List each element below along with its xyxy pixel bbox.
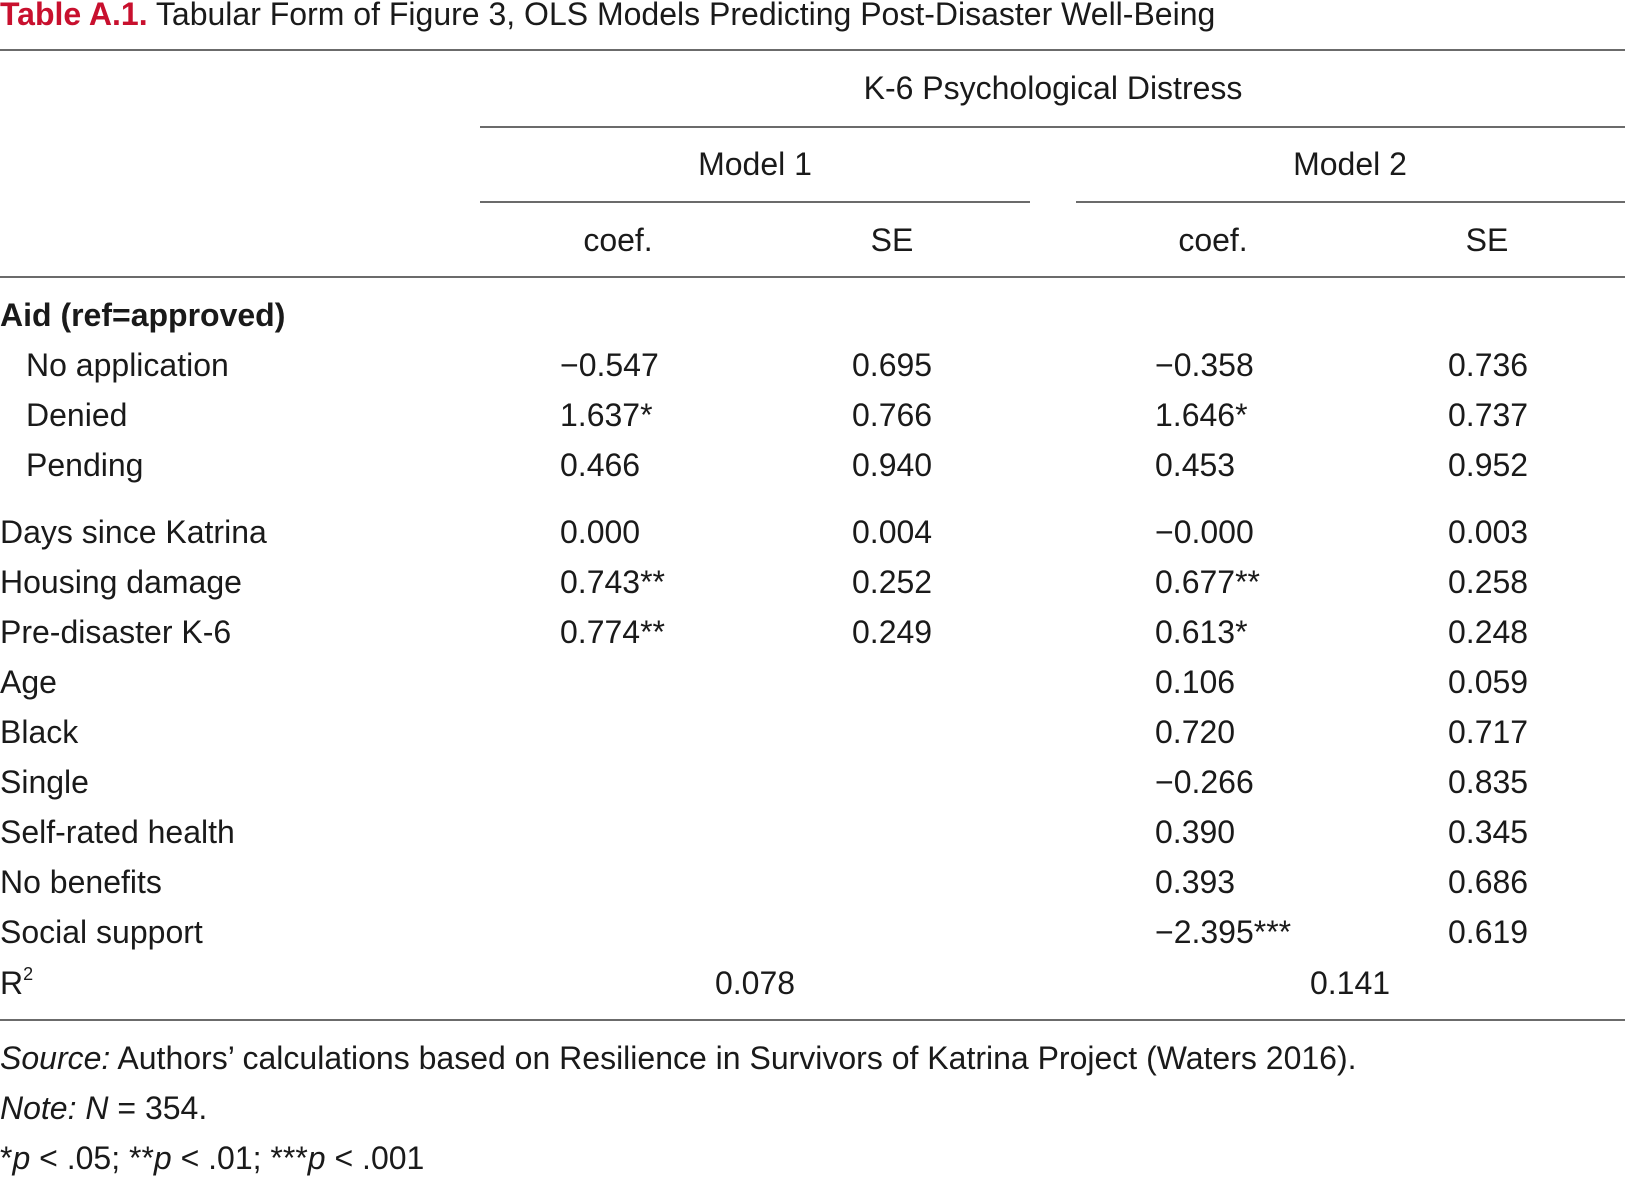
sig-text-1: < .05;	[30, 1140, 129, 1176]
model2-coef-cell: −0.000	[1155, 514, 1254, 550]
r2-model2: 0.141	[1309, 965, 1391, 1001]
sig-stars-2: **	[128, 1140, 154, 1176]
r2-model1: 0.078	[714, 965, 796, 1001]
model1-se-cell: 0.004	[852, 514, 933, 550]
r2-label: R2	[0, 963, 33, 1003]
model1-se-cell: 0.695	[852, 347, 933, 383]
model2-coef-cell: 0.453	[1155, 447, 1236, 483]
model1-se-cell: 0.766	[852, 397, 933, 433]
sig-stars-1: *	[0, 1140, 13, 1176]
table-title: Table A.1. Tabular Form of Figure 3, OLS…	[0, 0, 1215, 34]
model2-se-cell: 0.737	[1448, 397, 1529, 433]
model2-coef-cell: 0.393	[1155, 864, 1236, 900]
model2-coef-cell: 0.720	[1155, 714, 1236, 750]
note-label: Note:	[0, 1090, 77, 1126]
model2-coef-cell: 0.613*	[1155, 614, 1248, 650]
model2-coef-cell: −2.395***	[1155, 914, 1292, 950]
top-rule	[0, 49, 1625, 51]
significance-note: *p < .05; **p < .01; ***p < .001	[0, 1138, 424, 1178]
row-label: Social support	[0, 914, 203, 950]
model2-coef-cell: 0.390	[1155, 814, 1236, 850]
r2-superscript: 2	[23, 964, 34, 984]
model2-se-cell: 0.003	[1448, 514, 1529, 550]
row-label: Pre-disaster K-6	[0, 614, 232, 650]
row-label: Housing damage	[0, 564, 242, 600]
sig-text-2: < .01;	[171, 1140, 271, 1176]
row-label: No application	[26, 347, 229, 383]
row-label: Age	[0, 664, 57, 700]
model2-se-cell: 0.619	[1448, 914, 1529, 950]
note-n: N	[85, 1090, 109, 1126]
note-text: = 354.	[108, 1090, 208, 1126]
source-note: Source: Authors’ calculations based on R…	[0, 1038, 1357, 1078]
m2-coef-header: coef.	[1178, 222, 1248, 258]
model2-se-cell: 0.686	[1448, 864, 1529, 900]
table-bottom-rule	[0, 1019, 1625, 1021]
row-label: Days since Katrina	[0, 514, 267, 550]
row-label: Pending	[26, 447, 144, 483]
sig-p-3: p	[307, 1140, 326, 1176]
m1-coef-header: coef.	[583, 222, 653, 258]
model1-coef-cell: 0.000	[560, 514, 641, 550]
model2-se-cell: 0.059	[1448, 664, 1529, 700]
model1-coef-cell: 0.774**	[560, 614, 665, 650]
sig-p-2: p	[153, 1140, 172, 1176]
source-text: Authors’ calculations based on Resilienc…	[110, 1040, 1357, 1076]
header-bottom-rule	[0, 276, 1625, 278]
row-label: Denied	[26, 397, 128, 433]
sig-text-3: < .001	[325, 1140, 425, 1176]
model2-se-cell: 0.717	[1448, 714, 1529, 750]
model2-coef-cell: −0.358	[1155, 347, 1254, 383]
m1-se-header: SE	[870, 222, 914, 258]
row-label: Single	[0, 764, 89, 800]
row-label: No benefits	[0, 864, 162, 900]
model2-se-cell: 0.952	[1448, 447, 1529, 483]
row-label: Self-rated health	[0, 814, 235, 850]
model2-se-cell: 0.345	[1448, 814, 1529, 850]
sig-stars-3: ***	[270, 1140, 308, 1176]
model2-coef-cell: 0.106	[1155, 664, 1236, 700]
model2-se-cell: 0.258	[1448, 564, 1529, 600]
model2-rule	[1076, 201, 1625, 203]
source-label: Source:	[0, 1040, 111, 1076]
table-number: Table A.1.	[0, 0, 148, 32]
model1-coef-cell: 0.743**	[560, 564, 665, 600]
model1-se-cell: 0.252	[852, 564, 933, 600]
model2-coef-cell: 1.646*	[1155, 397, 1248, 433]
model1-rule	[480, 201, 1030, 203]
model1-header: Model 1	[698, 146, 812, 182]
section-label: Aid (ref=approved)	[0, 297, 286, 333]
model2-se-cell: 0.736	[1448, 347, 1529, 383]
model2-se-cell: 0.248	[1448, 614, 1529, 650]
sig-p-1: p	[12, 1140, 31, 1176]
n-note: Note: N = 354.	[0, 1088, 207, 1128]
model2-coef-cell: 0.677**	[1155, 564, 1260, 600]
r2-letter: R	[0, 965, 24, 1001]
model1-se-cell: 0.940	[852, 447, 933, 483]
model2-se-cell: 0.835	[1448, 764, 1529, 800]
m2-se-header: SE	[1465, 222, 1509, 258]
model1-se-cell: 0.249	[852, 614, 933, 650]
model1-coef-cell: 0.466	[560, 447, 641, 483]
table-caption: Tabular Form of Figure 3, OLS Models Pre…	[155, 0, 1216, 32]
row-label: Black	[0, 714, 79, 750]
spanner-rule	[480, 126, 1625, 128]
model2-coef-cell: −0.266	[1155, 764, 1254, 800]
model2-header: Model 2	[1293, 146, 1407, 182]
spanner-header: K-6 Psychological Distress	[863, 70, 1243, 106]
model1-coef-cell: 1.637*	[560, 397, 653, 433]
model1-coef-cell: −0.547	[560, 347, 659, 383]
